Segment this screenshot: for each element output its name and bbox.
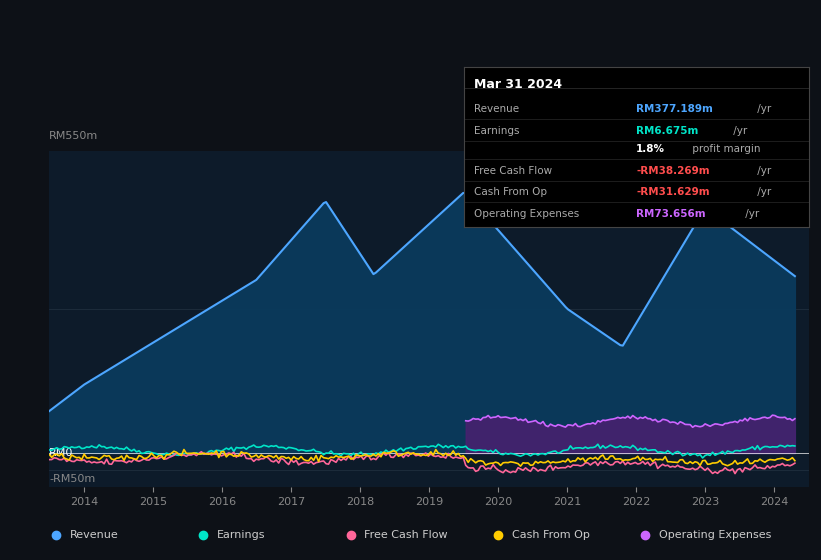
- Text: Cash From Op: Cash From Op: [511, 530, 589, 540]
- Text: Operating Expenses: Operating Expenses: [659, 530, 771, 540]
- Text: -RM38.269m: -RM38.269m: [636, 166, 710, 176]
- Text: RM0: RM0: [49, 448, 74, 458]
- Text: profit margin: profit margin: [689, 143, 760, 153]
- Text: Free Cash Flow: Free Cash Flow: [365, 530, 448, 540]
- Text: Earnings: Earnings: [217, 530, 265, 540]
- Text: /yr: /yr: [730, 126, 747, 136]
- Text: -RM50m: -RM50m: [49, 474, 95, 484]
- Text: RM73.656m: RM73.656m: [636, 209, 706, 219]
- Text: /yr: /yr: [754, 166, 771, 176]
- Text: RM377.189m: RM377.189m: [636, 104, 713, 114]
- Text: Earnings: Earnings: [475, 126, 520, 136]
- Text: Operating Expenses: Operating Expenses: [475, 209, 580, 219]
- Text: /yr: /yr: [742, 209, 759, 219]
- Text: RM550m: RM550m: [49, 131, 99, 141]
- Text: /yr: /yr: [754, 104, 771, 114]
- Text: /yr: /yr: [754, 186, 771, 197]
- Text: Free Cash Flow: Free Cash Flow: [475, 166, 553, 176]
- Text: Mar 31 2024: Mar 31 2024: [475, 78, 562, 91]
- Text: -RM31.629m: -RM31.629m: [636, 186, 710, 197]
- Text: RM6.675m: RM6.675m: [636, 126, 699, 136]
- Text: Cash From Op: Cash From Op: [475, 186, 548, 197]
- Text: 1.8%: 1.8%: [636, 143, 665, 153]
- Text: Revenue: Revenue: [70, 530, 118, 540]
- Text: Revenue: Revenue: [475, 104, 520, 114]
